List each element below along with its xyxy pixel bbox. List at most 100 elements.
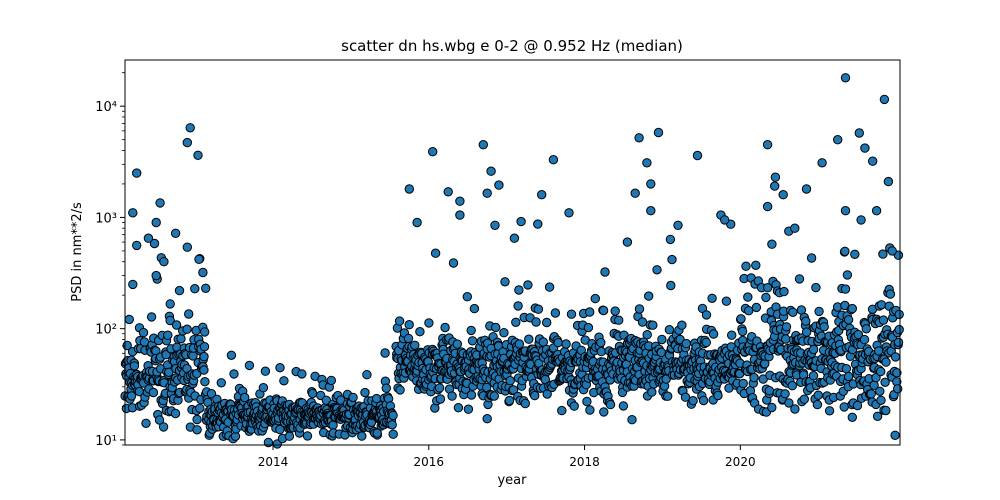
scatter-point xyxy=(148,387,159,398)
scatter-point xyxy=(284,431,295,441)
scatter-point xyxy=(244,360,255,371)
scatter-point xyxy=(811,282,821,293)
scatter-point xyxy=(206,389,217,399)
scatter-point xyxy=(132,240,142,251)
scatter-point xyxy=(582,396,592,407)
scatter-point xyxy=(199,351,209,362)
scatter-point xyxy=(790,404,800,414)
scatter-point xyxy=(585,405,595,415)
scatter-point xyxy=(596,337,606,348)
scatter-point xyxy=(708,329,719,339)
scatter-point xyxy=(537,190,547,200)
scatter-point xyxy=(128,208,138,218)
scatter-point xyxy=(482,414,492,424)
scatter-point xyxy=(348,392,358,403)
scatter-point xyxy=(143,233,154,243)
scatter-point xyxy=(847,412,857,422)
scatter-point xyxy=(585,307,595,317)
x-tick-label: 2020 xyxy=(725,455,756,469)
scatter-point xyxy=(240,392,250,403)
scatter-point xyxy=(871,206,882,216)
scatter-point xyxy=(677,320,687,330)
scatter-point xyxy=(583,322,594,333)
scatter-point xyxy=(893,337,904,347)
scatter-point xyxy=(564,208,574,218)
scatter-point xyxy=(182,324,192,334)
scatter-point xyxy=(738,378,748,389)
scatter-point xyxy=(781,334,791,344)
scatter-point xyxy=(599,407,609,417)
scatter-point xyxy=(260,366,271,376)
scatter-point xyxy=(854,128,864,138)
scatter-point xyxy=(412,217,422,228)
scatter-point xyxy=(701,310,712,320)
scatter-point xyxy=(388,410,398,421)
scatter-point xyxy=(505,376,515,386)
scatter-point xyxy=(673,220,683,231)
scatter-point xyxy=(182,137,193,148)
scatter-point xyxy=(455,210,465,220)
scatter-point xyxy=(307,388,318,399)
scatter-point xyxy=(198,267,208,278)
scatter-point xyxy=(569,401,579,411)
scatter-point xyxy=(533,219,543,229)
y-tick-label: 10² xyxy=(95,323,117,338)
scatter-point xyxy=(894,324,904,335)
scatter-point xyxy=(200,327,210,337)
scatter-point xyxy=(881,357,891,367)
scatter-point xyxy=(698,395,709,406)
scatter-point xyxy=(275,424,285,435)
scatter-point xyxy=(801,184,812,194)
scatter-point xyxy=(890,430,900,440)
y-axis: 10¹ 10² 10³ 10⁴ xyxy=(95,72,125,449)
scatter-point xyxy=(146,312,157,322)
scatter-point xyxy=(887,246,897,256)
scatter-point xyxy=(258,383,269,393)
x-tick-label: 2016 xyxy=(413,455,444,469)
scatter-point xyxy=(861,324,871,334)
scatter-point xyxy=(653,127,664,138)
scatter-point xyxy=(195,403,205,413)
scatter-point xyxy=(434,383,445,393)
scatter-point xyxy=(622,237,633,247)
scatter-point xyxy=(812,399,823,410)
scatter-point xyxy=(763,283,773,293)
scatter-point xyxy=(751,302,762,313)
scatter-point xyxy=(466,325,476,336)
scatter-point xyxy=(721,296,732,306)
scatter-point xyxy=(138,327,149,338)
scatter-point xyxy=(630,188,640,198)
scatter-point xyxy=(404,184,414,194)
scatter-point xyxy=(504,395,515,406)
scatter-point xyxy=(749,372,759,383)
scatter-point xyxy=(362,370,372,380)
scatter-point xyxy=(435,394,446,404)
scatter-point xyxy=(190,284,200,294)
scatter-point xyxy=(192,414,202,425)
scatter-point xyxy=(155,198,165,208)
scatter-point xyxy=(531,317,541,327)
scatter-point xyxy=(226,350,237,360)
scatter-point xyxy=(357,431,367,441)
scatter-point xyxy=(680,392,691,402)
scatter-point xyxy=(764,386,775,396)
scatter-point xyxy=(523,280,533,290)
scatter-point xyxy=(840,246,850,257)
plot-frame xyxy=(124,59,901,446)
scatter-point xyxy=(182,242,193,252)
scatter-point xyxy=(478,140,488,150)
scatter-point xyxy=(744,306,754,316)
scatter-point xyxy=(513,301,523,311)
scatter-point xyxy=(817,158,827,168)
scatter-point xyxy=(879,94,890,105)
scatter-point xyxy=(404,320,414,330)
scatter-point xyxy=(590,293,600,304)
scatter-point xyxy=(890,352,901,362)
scatter-point xyxy=(878,315,889,325)
scatter-point xyxy=(876,366,886,377)
scatter-point xyxy=(751,260,761,270)
scatter-point xyxy=(174,285,185,296)
scatter-point xyxy=(163,330,173,340)
scatter-point xyxy=(600,267,610,277)
